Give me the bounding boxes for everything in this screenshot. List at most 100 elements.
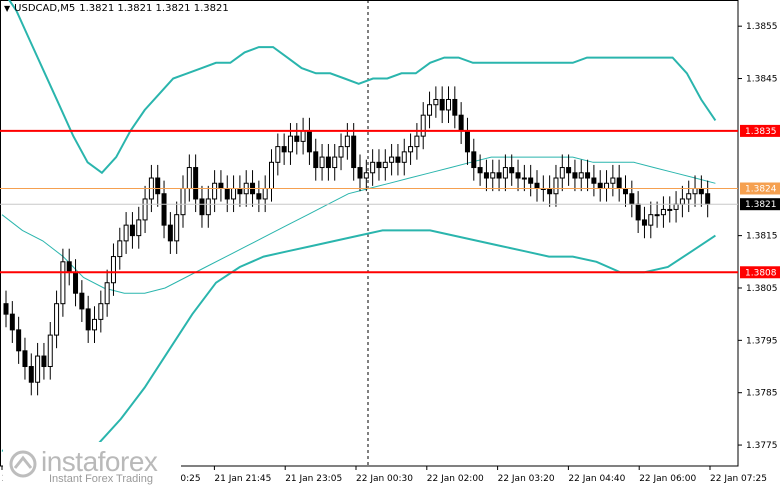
candle [414, 123, 420, 160]
bid-price-tag [740, 182, 780, 195]
candle [306, 117, 312, 165]
candle [79, 280, 85, 323]
candle-body [597, 182, 603, 189]
candle-body [193, 167, 199, 200]
candle-body [167, 224, 173, 242]
candle [193, 154, 199, 213]
candle-body [515, 172, 521, 179]
candle-body [635, 203, 641, 221]
candle-body [79, 292, 85, 310]
x-tick-label: 21 Jan 23:05 [285, 474, 342, 484]
candle-body [281, 146, 287, 153]
candle [73, 259, 79, 307]
candle [92, 306, 97, 343]
candle-body [528, 177, 534, 184]
candle-body [477, 167, 483, 174]
candle-body [370, 161, 376, 174]
candle [41, 342, 47, 380]
bollinger-upper-band [7, 0, 717, 175]
candle [623, 175, 628, 207]
x-tick-label: 22 Jan 02:00 [427, 474, 484, 484]
candle-body [654, 214, 660, 217]
candle-body [585, 172, 591, 179]
candle-body [452, 98, 458, 116]
candle [287, 123, 293, 165]
candle [275, 133, 281, 176]
watermark-brand: instaforex [41, 446, 158, 477]
candle-body [446, 98, 451, 111]
candle [338, 133, 344, 171]
candle-body [275, 146, 281, 163]
candle-body [306, 130, 312, 153]
candle [509, 154, 515, 186]
candle-body [85, 308, 91, 331]
candle [439, 86, 445, 124]
candle [3, 290, 9, 328]
candle-body [54, 303, 60, 336]
candle-body [325, 156, 331, 169]
dropdown-triangle-icon[interactable]: ▼ [4, 4, 11, 13]
y-tick-label: 1.3855 [746, 22, 778, 32]
candle [212, 170, 218, 213]
candle-body [136, 219, 142, 237]
candle-body [110, 256, 116, 284]
candle-body [521, 177, 527, 180]
x-tick-label: 21 Jan 21:45 [214, 474, 271, 484]
candle-body [300, 130, 306, 142]
candle-body [262, 187, 268, 200]
candle-body [224, 187, 230, 200]
candle [325, 143, 331, 181]
candle-body [376, 161, 382, 169]
candle [534, 170, 540, 202]
candle [319, 143, 325, 181]
candle-body [547, 187, 553, 195]
candle-body [16, 329, 22, 352]
candle [566, 154, 572, 186]
candle [679, 185, 685, 218]
candle-body [231, 187, 237, 200]
candle-body [616, 177, 622, 189]
candle-body [319, 156, 325, 169]
bid-price-label: 1.3824 [745, 184, 777, 194]
candle [521, 164, 527, 192]
candle [104, 269, 110, 317]
candle-body [389, 156, 395, 163]
candle [395, 143, 401, 176]
candle [477, 154, 483, 186]
level-price-label: 1.3835 [745, 127, 777, 137]
candle-body [294, 135, 300, 142]
candle [654, 201, 660, 228]
candle [496, 159, 502, 192]
candle-body [92, 318, 97, 331]
candle [515, 159, 521, 192]
candle [269, 149, 274, 202]
candle [313, 138, 319, 181]
candle-body [679, 198, 685, 205]
watermark: instaforex Instant Forex Trading [3, 442, 181, 488]
candle [22, 337, 28, 380]
candle [344, 123, 350, 160]
candle-body [199, 198, 205, 216]
candle-body [98, 303, 104, 320]
candle-body [174, 214, 180, 242]
candle [528, 164, 534, 197]
candle-body [117, 240, 123, 258]
candle-body [464, 130, 470, 153]
candle [117, 227, 123, 270]
candle-body [502, 167, 508, 179]
candle [363, 159, 369, 192]
x-tick-label: 22 Jan 06:00 [639, 474, 696, 484]
candle [502, 154, 508, 192]
candle-body [433, 98, 439, 106]
level-price-tag [740, 124, 780, 137]
candle [705, 180, 711, 218]
candle [389, 143, 395, 176]
candle [199, 185, 205, 228]
candle [648, 201, 654, 239]
watermark-tagline: Instant Forex Trading [49, 473, 153, 485]
candle [161, 180, 167, 239]
candle-body [591, 177, 597, 184]
candle [186, 154, 192, 202]
x-tick-label: 22 Jan 00:30 [356, 474, 413, 484]
